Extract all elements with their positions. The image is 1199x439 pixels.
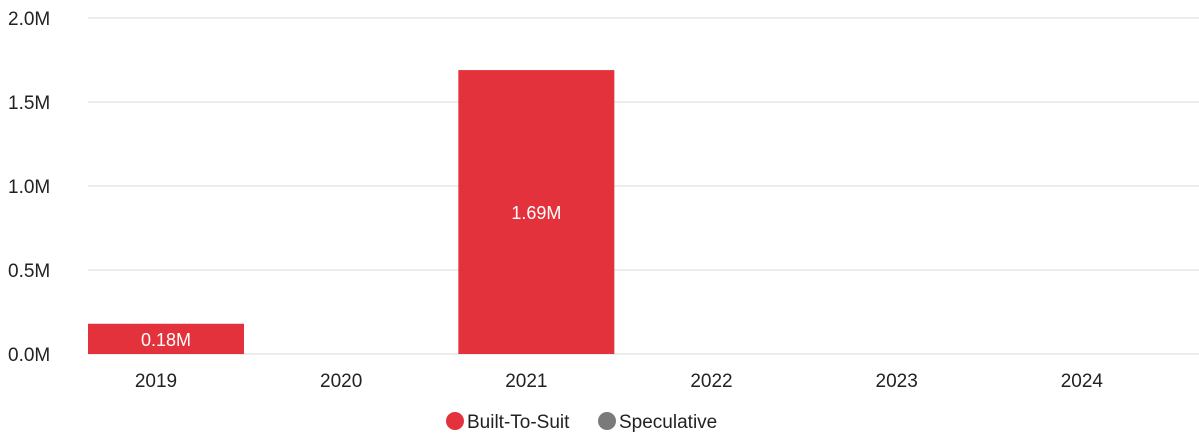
- bar-built-to-suit-2021: [458, 70, 615, 354]
- x-axis-ticks: 2019 2020 2021 2022 2023 2024: [135, 371, 1104, 392]
- x-tick-label: 2020: [320, 371, 362, 392]
- bar-value-labels: 0.18M 1.69M: [141, 203, 561, 350]
- y-tick-label: 2.0M: [8, 9, 50, 30]
- y-tick-label: 1.0M: [8, 177, 50, 198]
- bars: [88, 70, 615, 354]
- x-tick-label: 2021: [505, 371, 547, 392]
- x-tick-label: 2024: [1061, 371, 1104, 392]
- x-tick-label: 2023: [876, 371, 918, 392]
- legend-label: Speculative: [619, 412, 717, 433]
- bar-value-label: 0.18M: [141, 330, 191, 350]
- gridlines: [88, 17, 1199, 355]
- legend: Built-To-Suit Speculative: [446, 412, 717, 433]
- y-tick-label: 1.5M: [8, 93, 50, 114]
- legend-label: Built-To-Suit: [467, 412, 570, 433]
- x-tick-label: 2022: [690, 371, 732, 392]
- legend-marker-speculative: [598, 412, 616, 430]
- y-tick-label: 0.0M: [8, 345, 50, 366]
- y-tick-label: 0.5M: [8, 261, 50, 282]
- bar-value-label: 1.69M: [511, 203, 561, 223]
- x-tick-label: 2019: [135, 371, 177, 392]
- bar-built-to-suit-2019: [88, 323, 244, 354]
- legend-marker-built-to-suit: [446, 412, 464, 430]
- y-axis-ticks: 0.0M 0.5M 1.0M 1.5M 2.0M: [8, 9, 50, 366]
